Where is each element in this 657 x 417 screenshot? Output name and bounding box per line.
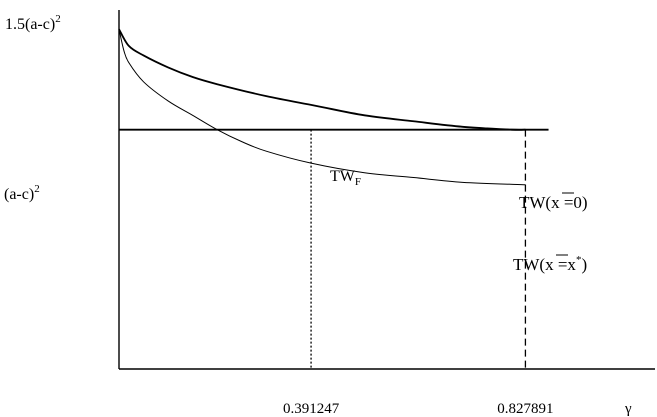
label-main: TW( bbox=[513, 255, 545, 274]
axes bbox=[118, 10, 655, 370]
y-tick-sup: 2 bbox=[34, 183, 40, 195]
label-xbar: x bbox=[545, 255, 554, 274]
y-tick-text: (a-c) bbox=[4, 186, 34, 203]
series-layer bbox=[118, 28, 549, 186]
y-tick-text: 1.5(a-c) bbox=[5, 16, 55, 33]
label-mid: =0) bbox=[560, 193, 588, 212]
series-tw-xbar-xstar bbox=[118, 29, 526, 186]
y-tick-sup: 2 bbox=[55, 13, 61, 25]
label-tw-xbar-xstar: TW(x =x*) bbox=[513, 254, 587, 274]
x-axis-label: γ bbox=[624, 401, 632, 417]
label-sub: F bbox=[355, 176, 361, 188]
label-xbar: x bbox=[551, 193, 560, 212]
label-sup: * bbox=[576, 254, 582, 266]
series-tw-f bbox=[118, 28, 526, 131]
y-tick-label-1: 1.5(a-c)2 bbox=[5, 13, 61, 33]
guide-lines bbox=[310, 129, 527, 369]
label-tw-xbar-0: TW(x =0) bbox=[519, 193, 588, 212]
label-main: TW bbox=[330, 168, 356, 185]
x-tick-label-1: 0.391247 bbox=[283, 401, 340, 417]
label-main: TW( bbox=[519, 193, 551, 212]
x-tick-label-2: 0.827891 bbox=[497, 401, 553, 417]
labels: 1.5(a-c)2(a-c)20.391247 0.827891 γTWFTW(x … bbox=[4, 13, 632, 417]
label-mid: =x bbox=[554, 255, 577, 274]
y-tick-label-2: (a-c)2 bbox=[4, 183, 40, 203]
label-tw-f: TWF bbox=[330, 168, 361, 188]
label-end: ) bbox=[581, 255, 587, 274]
